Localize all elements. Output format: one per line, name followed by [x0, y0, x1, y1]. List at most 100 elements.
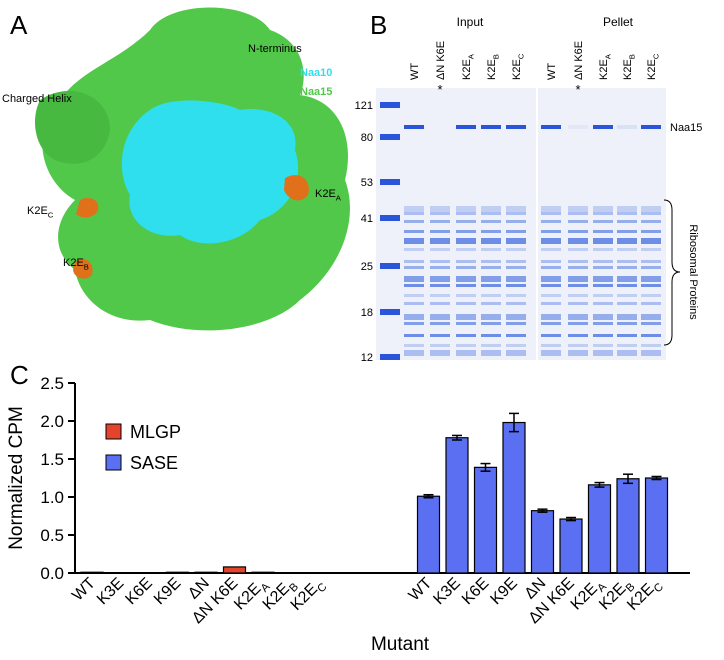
gel-input	[376, 88, 536, 360]
ribosomal-band	[404, 302, 424, 305]
error-bar	[594, 481, 605, 488]
x-tick-label: K3E	[94, 575, 127, 608]
ribosomal-band	[456, 248, 476, 251]
x-tick-label: K2EC	[288, 575, 330, 617]
naa15-band	[404, 125, 424, 129]
ribosomal-band	[404, 248, 424, 251]
ribosomal-band	[641, 220, 661, 223]
asterisk: *	[437, 82, 442, 97]
site-label: K2EB	[63, 257, 89, 271]
bar	[559, 518, 583, 574]
ribosomal-band	[593, 260, 613, 263]
ribosomal-band	[641, 322, 661, 325]
error-bar	[566, 516, 576, 522]
ribosomal-band	[481, 314, 501, 320]
ribosomal-band	[481, 206, 501, 212]
site-label-sub: B	[84, 262, 89, 271]
ribosomal-band	[430, 314, 450, 320]
lane-label-sub: B	[627, 54, 636, 59]
annotation: Charged Helix	[2, 93, 72, 105]
lane-label: ΔN K6E	[573, 41, 585, 80]
panel-label: B	[370, 10, 387, 40]
ribosomal-band	[404, 314, 424, 320]
ribosomal-band	[430, 284, 450, 287]
ribosomal-band	[430, 260, 450, 263]
legend-naa15: Naa15	[300, 86, 332, 98]
ribosomal-band	[541, 322, 561, 325]
ribosomal-band	[456, 230, 476, 233]
ribosomal-band	[404, 276, 424, 282]
ribosomal-band	[481, 284, 501, 287]
bar	[416, 495, 441, 574]
ribosomal-band	[506, 230, 526, 233]
ribosomal-band	[617, 334, 637, 337]
ribosomal-band	[456, 212, 476, 215]
bar	[165, 571, 190, 574]
ribosomal-band	[617, 212, 637, 215]
ribosomal-band	[506, 266, 526, 269]
naa15-band	[481, 125, 501, 129]
legend-label: SASE	[130, 453, 178, 473]
legend-label: MLGP	[130, 422, 181, 442]
ribosomal-band	[568, 344, 588, 347]
ribosomal-band	[593, 248, 613, 251]
ribosomal-band	[506, 322, 526, 325]
ribosomal-band	[541, 344, 561, 347]
ribosomal-band	[506, 344, 526, 347]
marker-band	[380, 215, 400, 221]
ribosomal-band	[568, 334, 588, 337]
legend-naa10: Naa10	[300, 67, 332, 79]
ribosomal-band	[481, 344, 501, 347]
ribosomal-band	[430, 344, 450, 347]
ribosomal-band	[593, 302, 613, 305]
ribosomal-band	[593, 206, 613, 212]
naa15-band	[593, 125, 613, 129]
group-label: Input	[457, 15, 484, 29]
ribosomal-band	[404, 294, 424, 297]
ribosomal-band	[541, 276, 561, 282]
ribosomal-band	[593, 284, 613, 287]
ribosomal-band	[506, 238, 526, 244]
panel-label: C	[10, 360, 29, 390]
ribosomal-band	[481, 302, 501, 305]
lane-label-base: K2E	[622, 59, 634, 80]
ribosomal-band	[641, 206, 661, 212]
k2e-c-patch	[76, 198, 99, 218]
ribosomal-band	[568, 260, 588, 263]
bar	[473, 466, 498, 574]
ribosomal-band	[541, 350, 561, 356]
ribosomal-band	[456, 220, 476, 223]
lane-label-base: K2E	[646, 59, 658, 80]
lane-label: ΔN K6E	[435, 41, 447, 80]
ribosomal-band	[641, 212, 661, 215]
bar	[530, 510, 555, 574]
ribosomal-band	[593, 314, 613, 320]
marker-label: 18	[361, 307, 373, 319]
ribosomal-band	[404, 322, 424, 325]
lane-label-sub: A	[466, 53, 475, 59]
ribosomal-band	[593, 334, 613, 337]
ribosomal-band	[568, 206, 588, 212]
naa10-surface	[121, 100, 299, 244]
site-label-sub: A	[336, 193, 342, 202]
ribosomal-band	[641, 260, 661, 263]
ribosomal-band	[430, 248, 450, 251]
lane-label: K2EC	[511, 53, 525, 80]
ribosomal-band	[456, 260, 476, 263]
ribosomal-band	[617, 276, 637, 282]
ribosomal-band	[568, 230, 588, 233]
ribosomal-band	[506, 276, 526, 282]
ribosomal-band	[481, 248, 501, 251]
ribosomal-band	[568, 212, 588, 215]
ribosomal-band	[506, 206, 526, 212]
marker-band	[380, 354, 400, 360]
ribosomal-band	[430, 266, 450, 269]
legend-swatch	[105, 423, 122, 440]
ribosomal-band	[617, 238, 637, 244]
ribosomal-band	[641, 238, 661, 244]
ribosomal-band	[456, 238, 476, 244]
lane-label-base: K2E	[511, 59, 523, 80]
ribosomal-band	[430, 302, 450, 305]
marker-band	[380, 263, 400, 269]
